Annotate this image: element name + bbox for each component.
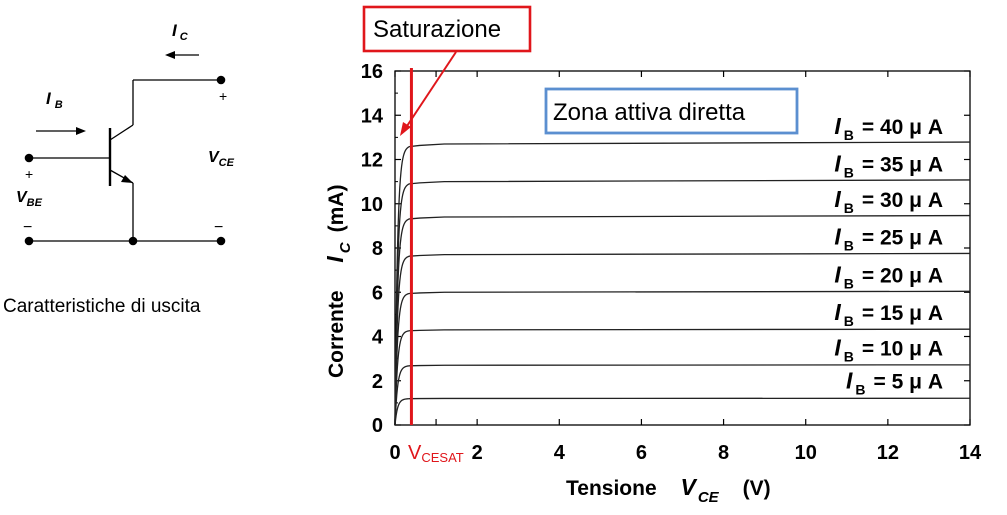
terminal-base-ground [24,236,34,246]
saturation-arrow-icon [400,122,411,136]
x-tick-label: 12 [877,442,899,464]
curve-ib-20 [394,290,971,426]
y-tick-label: 14 [361,105,384,127]
curve-ib-35 [394,179,971,426]
curve-label-ib-10: I B = 10 μ A [834,334,943,364]
curves [394,68,971,426]
saturation-label: Saturazione [373,16,501,43]
curve-label-ib-15: I B = 15 μ A [834,299,943,329]
y-tick-label: 8 [372,238,383,260]
x-tick-label: 6 [636,442,647,464]
x-axis-ticks: 0 2 4 6 8 10 12 14 [389,71,982,464]
curve-ib-40 [394,141,971,426]
y-tick-label: 10 [361,194,383,216]
vcesat-label: VCESAT [408,442,464,465]
y-axis-ticks: 0 2 4 6 8 10 12 14 16 [361,61,970,437]
active-zone-box [544,87,799,135]
curve-ib-10 [394,364,971,426]
y-tick-label: 4 [372,327,384,349]
y-tick-label: 16 [361,61,383,83]
curve-ib-30 [394,214,971,426]
y-tick-label: 0 [372,415,383,437]
terminal-emitter [216,236,226,246]
collector-lead [109,124,134,141]
y-tick-label: 6 [372,282,383,304]
annotations: Saturazione Zona attiva diretta VCESAT [362,5,799,465]
emitter-arrow-icon [121,175,133,183]
saturation-arrow-shaft [406,51,457,127]
curve-label-ib-5: I B = 5 μ A [846,367,943,397]
node-emitter [128,236,138,246]
curve-labels: I B = 40 μ A I B = 35 μ A I B = 30 μ A I B = 25 μ A… [834,113,943,397]
x-tick-label: 10 [795,442,817,464]
saturation-box [362,5,532,53]
curve-label-ib-20: I B = 20 μ A [834,261,943,291]
y-axis-title: Corrente IC(mA) [322,185,354,378]
vbe-minus: − [23,219,32,236]
curve-ib-25 [394,252,971,426]
curve-ib-15 [394,328,971,426]
x-axis-title: Tensione V CE (V) [566,474,771,506]
active-zone-label: Zona attiva diretta [553,99,746,126]
vbe-plus: + [25,166,33,182]
terminal-collector [216,75,226,85]
circuit-caption: Caratteristiche di uscita [3,296,201,317]
x-tick-label: 14 [959,442,982,464]
curve-label-ib-35: I B = 35 μ A [834,151,943,181]
y-tick-label: 12 [361,150,383,172]
ib-arrow-icon [76,127,86,135]
ic-arrow-icon [165,51,175,59]
x-tick-label: 4 [554,442,566,464]
x-tick-label: 8 [718,442,729,464]
curve-label-ib-30: I B = 30 μ A [834,186,943,216]
x-tick-label: 2 [472,442,483,464]
terminal-base [24,153,34,163]
curve-label-ib-40: I B = 40 μ A [834,113,943,143]
vce-label: VCE [208,149,235,169]
vbe-label: VBE [16,189,43,209]
vce-minus: − [214,219,223,236]
curve-ib-5 [394,397,971,426]
curve-label-ib-25: I B = 25 μ A [834,224,943,254]
vce-plus: + [219,88,227,104]
y-tick-label: 2 [372,371,383,393]
x-tick-label: 0 [389,442,400,464]
